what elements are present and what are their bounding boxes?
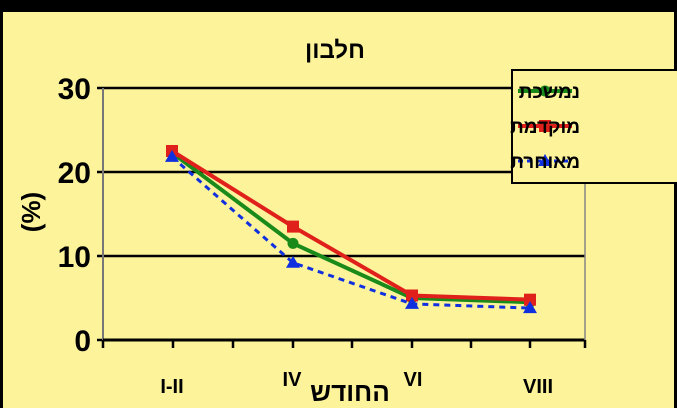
series-line — [170, 149, 531, 302]
data-point — [165, 149, 179, 162]
tick-labels: 0 10 20 30 I-II IV VI VIII — [58, 73, 553, 398]
y-tick-label: 20 — [58, 157, 91, 190]
legend-marker — [539, 85, 551, 97]
legend-label: מוקדמת — [510, 117, 580, 138]
series-line — [170, 151, 531, 305]
legend: נמשכת מוקדמת מאוחרת — [510, 69, 677, 184]
series-line — [171, 155, 531, 310]
y-tick-label: 0 — [74, 325, 91, 358]
y-tick-label: 30 — [58, 73, 91, 106]
data-point — [524, 293, 536, 306]
data-point — [406, 289, 418, 302]
legend-marker — [539, 120, 551, 132]
data-point — [287, 220, 299, 233]
y-axis-label: (%) — [16, 192, 46, 232]
legend-label: מאוחרת — [510, 152, 580, 173]
legend-label: נמשכת — [519, 82, 580, 103]
axes — [97, 86, 587, 348]
x-tick-label: VI — [404, 369, 423, 391]
data-point — [523, 301, 537, 314]
series-group — [165, 145, 537, 314]
data-point — [287, 237, 299, 249]
chart-title: חלבון — [305, 37, 365, 64]
y-tick-label: 10 — [58, 241, 91, 274]
x-axis-label: החודש — [310, 377, 390, 407]
legend-marker — [538, 154, 552, 166]
x-tick-label: I-II — [160, 376, 183, 398]
data-point — [405, 296, 419, 309]
data-point — [286, 255, 300, 268]
x-tick-label: IV — [283, 369, 303, 391]
x-tick-label: VIII — [523, 376, 553, 398]
